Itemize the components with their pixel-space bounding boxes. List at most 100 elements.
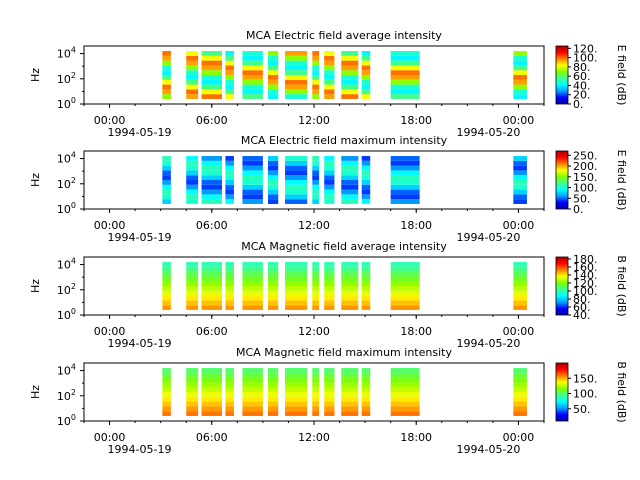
spectrogram-cell [162, 79, 171, 85]
spectrogram-cell [324, 156, 335, 161]
colorbar-tick-label: 40. [573, 79, 591, 92]
spectrogram-cell [162, 300, 171, 306]
spectrogram-cell [242, 368, 263, 373]
spectrogram-cell [268, 170, 279, 176]
spectrogram-cell [285, 406, 308, 412]
spectrogram-cell [225, 175, 234, 180]
spectrogram-cell [324, 262, 335, 267]
x-tick-label: 00:00 [503, 325, 535, 338]
spectrogram-cell [285, 189, 308, 195]
spectrogram-cell [242, 60, 263, 66]
spectrogram-cell [201, 281, 222, 286]
spectrogram-cell [225, 70, 234, 75]
spectrogram-cell [225, 60, 234, 66]
spectrogram-cell [324, 411, 335, 416]
spectrogram-cell [268, 262, 279, 267]
y-tick-exponent: 4 [71, 151, 76, 160]
spectrogram-cell [341, 276, 359, 282]
spectrogram-cell [390, 396, 420, 402]
data-block [513, 51, 527, 99]
spectrogram-cell [285, 60, 308, 66]
spectrogram-cell [390, 194, 420, 200]
spectrogram-cell [341, 392, 359, 397]
spectrogram-cell [268, 368, 279, 373]
spectrogram-cell [341, 396, 359, 402]
colorbar-tick-label: 100. [573, 285, 598, 298]
data-block [285, 368, 308, 416]
spectrogram-cell [268, 372, 279, 378]
spectrogram-cell [186, 406, 199, 412]
spectrogram-cell [324, 387, 335, 392]
spectrogram-cell [390, 60, 420, 66]
spectrogram-cell [312, 382, 320, 388]
spectrogram-cell [312, 160, 320, 166]
x-tick-label: 18:00 [400, 325, 432, 338]
spectrogram-cell [162, 401, 171, 407]
colorbar-label: B field (dB) [615, 361, 628, 422]
spectrogram-cell [186, 165, 199, 171]
spectrogram-cell [186, 65, 199, 71]
spectrogram-cell [390, 170, 420, 176]
spectrogram-cell [186, 94, 199, 99]
spectrogram-cell [361, 89, 371, 95]
spectrogram-cell [361, 165, 371, 171]
data-block [242, 368, 263, 416]
spectrogram-cell [285, 387, 308, 392]
spectrogram-cell [268, 300, 279, 306]
spectrogram-cell [312, 281, 320, 286]
colorbar-tick-label: 80. [573, 61, 591, 74]
spectrogram-cell [312, 189, 320, 195]
spectrogram-cell [162, 60, 171, 66]
spectrogram-cell [341, 387, 359, 392]
spectrogram-cell [390, 184, 420, 190]
spectrogram-cell [201, 262, 222, 267]
data-block [361, 368, 371, 416]
spectrogram-cell [341, 290, 359, 296]
spectrogram-cell [324, 184, 335, 190]
spectrogram-cell [186, 271, 199, 277]
y-tick-label: 104 [57, 46, 76, 61]
spectrogram-cell [312, 387, 320, 392]
spectrogram-cell [268, 276, 279, 282]
spectrogram-cell [162, 184, 171, 190]
spectrogram-cell [312, 262, 320, 267]
spectrogram-cell [390, 271, 420, 277]
spectrogram-cell [324, 165, 335, 171]
spectrogram-cell [225, 94, 234, 99]
spectrogram-cell [285, 89, 308, 95]
colorbar [555, 45, 569, 105]
spectrogram-cell [312, 175, 320, 180]
spectrogram-cell [268, 401, 279, 407]
spectrogram-cell [268, 184, 279, 190]
spectrogram-cell [361, 94, 371, 99]
spectrogram-cell [312, 75, 320, 80]
spectrogram-cell [186, 377, 199, 383]
spectrogram-cell [186, 75, 199, 80]
spectrogram-cell [186, 266, 199, 272]
spectrogram-cell [513, 65, 527, 71]
spectrogram-cell [186, 295, 199, 301]
colorbar-label: E field (dB) [615, 150, 628, 211]
spectrogram-cell [242, 262, 263, 267]
spectrogram-cell [312, 70, 320, 75]
spectrogram-cell [361, 189, 371, 195]
x-tick-label: 18:00 [400, 431, 432, 444]
panel-1: MCA Electric field average intensity Hz 10… [29, 29, 628, 139]
x-tick-label: 00:00 [94, 325, 126, 338]
spectrogram-cell [390, 175, 420, 180]
spectrogram-cell [242, 401, 263, 407]
y-axis-label: Hz [29, 68, 42, 82]
spectrogram-cell [186, 189, 199, 195]
spectrogram-cell [268, 305, 279, 310]
spectrogram-cell [324, 290, 335, 296]
spectrogram-cell [324, 295, 335, 301]
spectrogram-cell [242, 281, 263, 286]
spectrogram-cell [361, 368, 371, 373]
spectrogram-cell [341, 372, 359, 378]
spectrogram-cell [361, 84, 371, 90]
spectrogram-cell [513, 84, 527, 90]
spectrogram-cell [312, 406, 320, 412]
spectrogram-cell [390, 305, 420, 310]
y-tick-exponent: 0 [71, 96, 76, 105]
spectrogram-cell [285, 396, 308, 402]
